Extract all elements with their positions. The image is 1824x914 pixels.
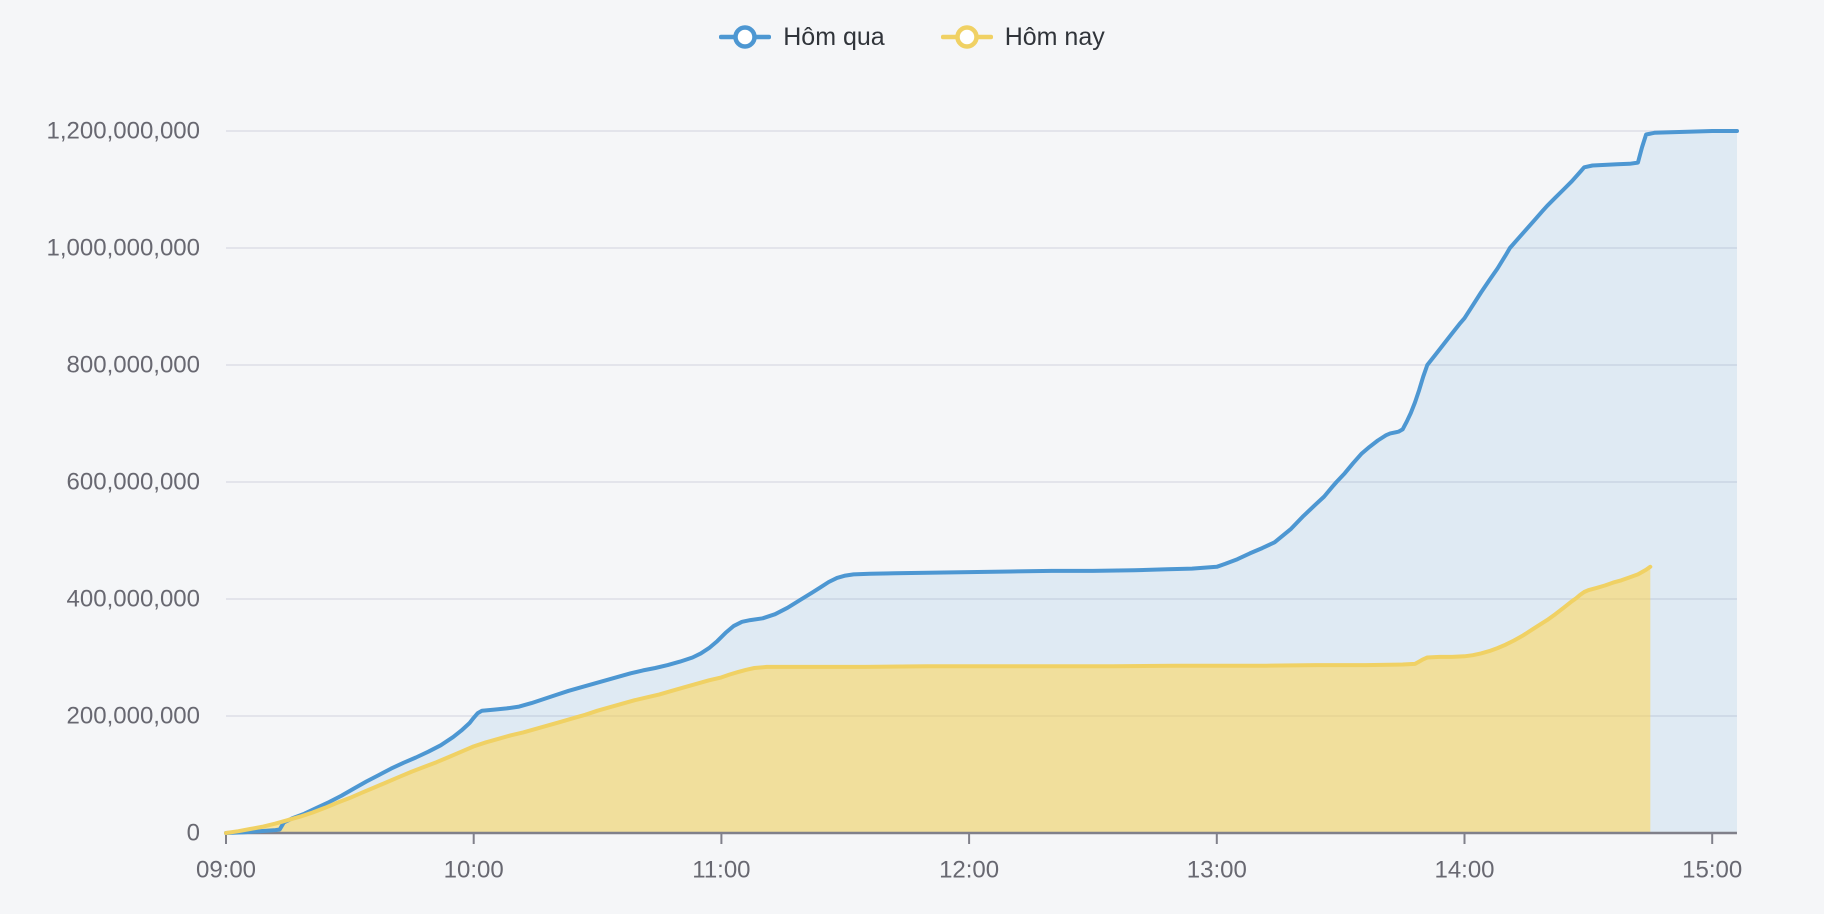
y-axis-label: 1,000,000,000 [47,235,200,262]
x-axis-label: 11:00 [692,857,750,884]
y-axis-label: 0 [187,820,200,847]
x-axis-label: 10:00 [444,857,504,884]
legend-label-hom-nay: Hôm nay [1004,22,1105,51]
x-axis-label: 12:00 [939,857,999,884]
chart-legend: Hôm qua Hôm nay [0,24,1824,50]
y-axis-labels: 0 200,000,000 400,000,000 600,000,000 800,00… [47,118,200,847]
y-axis-label: 1,200,000,000 [47,118,200,145]
legend-item-hom-nay[interactable]: Hôm nay [940,22,1105,51]
series-area-hom-qua[interactable] [226,131,1737,833]
y-axis-label: 400,000,000 [67,586,200,613]
legend-label-hom-qua: Hôm qua [783,22,885,51]
y-axis-label: 600,000,000 [67,469,200,496]
series-lines [224,129,1739,835]
x-axis-labels: 09:00 10:00 11:00 12:00 13:00 14:00 15:00 [196,857,1742,884]
x-axis-label: 15:00 [1682,857,1742,884]
series-fills [226,131,1737,833]
y-axis-label: 200,000,000 [67,703,200,730]
x-axis-label: 14:00 [1434,857,1494,884]
series-line-hom-qua[interactable] [224,129,1739,835]
legend-marker-hom-nay [940,25,993,49]
y-axis-label: 800,000,000 [67,352,200,379]
legend-marker-hom-qua [719,25,772,49]
x-axis-label: 09:00 [196,857,256,884]
x-axis [225,831,1737,844]
series-area-hom-nay[interactable] [226,566,1651,833]
series-line-hom-nay[interactable] [224,564,1653,835]
x-axis-label: 13:00 [1187,857,1247,884]
legend-item-hom-qua[interactable]: Hôm qua [719,22,885,51]
